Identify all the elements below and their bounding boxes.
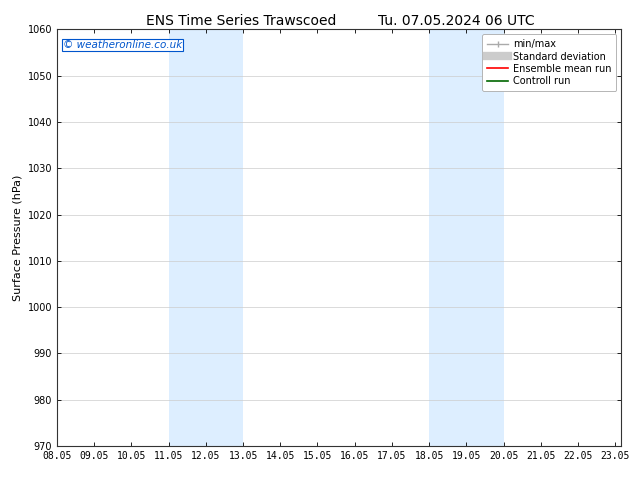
Text: ENS Time Series Trawscoed: ENS Time Series Trawscoed [146,14,336,28]
Legend: min/max, Standard deviation, Ensemble mean run, Controll run: min/max, Standard deviation, Ensemble me… [482,34,616,91]
Y-axis label: Surface Pressure (hPa): Surface Pressure (hPa) [12,174,22,301]
Text: © weatheronline.co.uk: © weatheronline.co.uk [63,40,182,50]
Text: Tu. 07.05.2024 06 UTC: Tu. 07.05.2024 06 UTC [378,14,535,28]
Bar [169,29,243,446]
Bar [429,29,503,446]
